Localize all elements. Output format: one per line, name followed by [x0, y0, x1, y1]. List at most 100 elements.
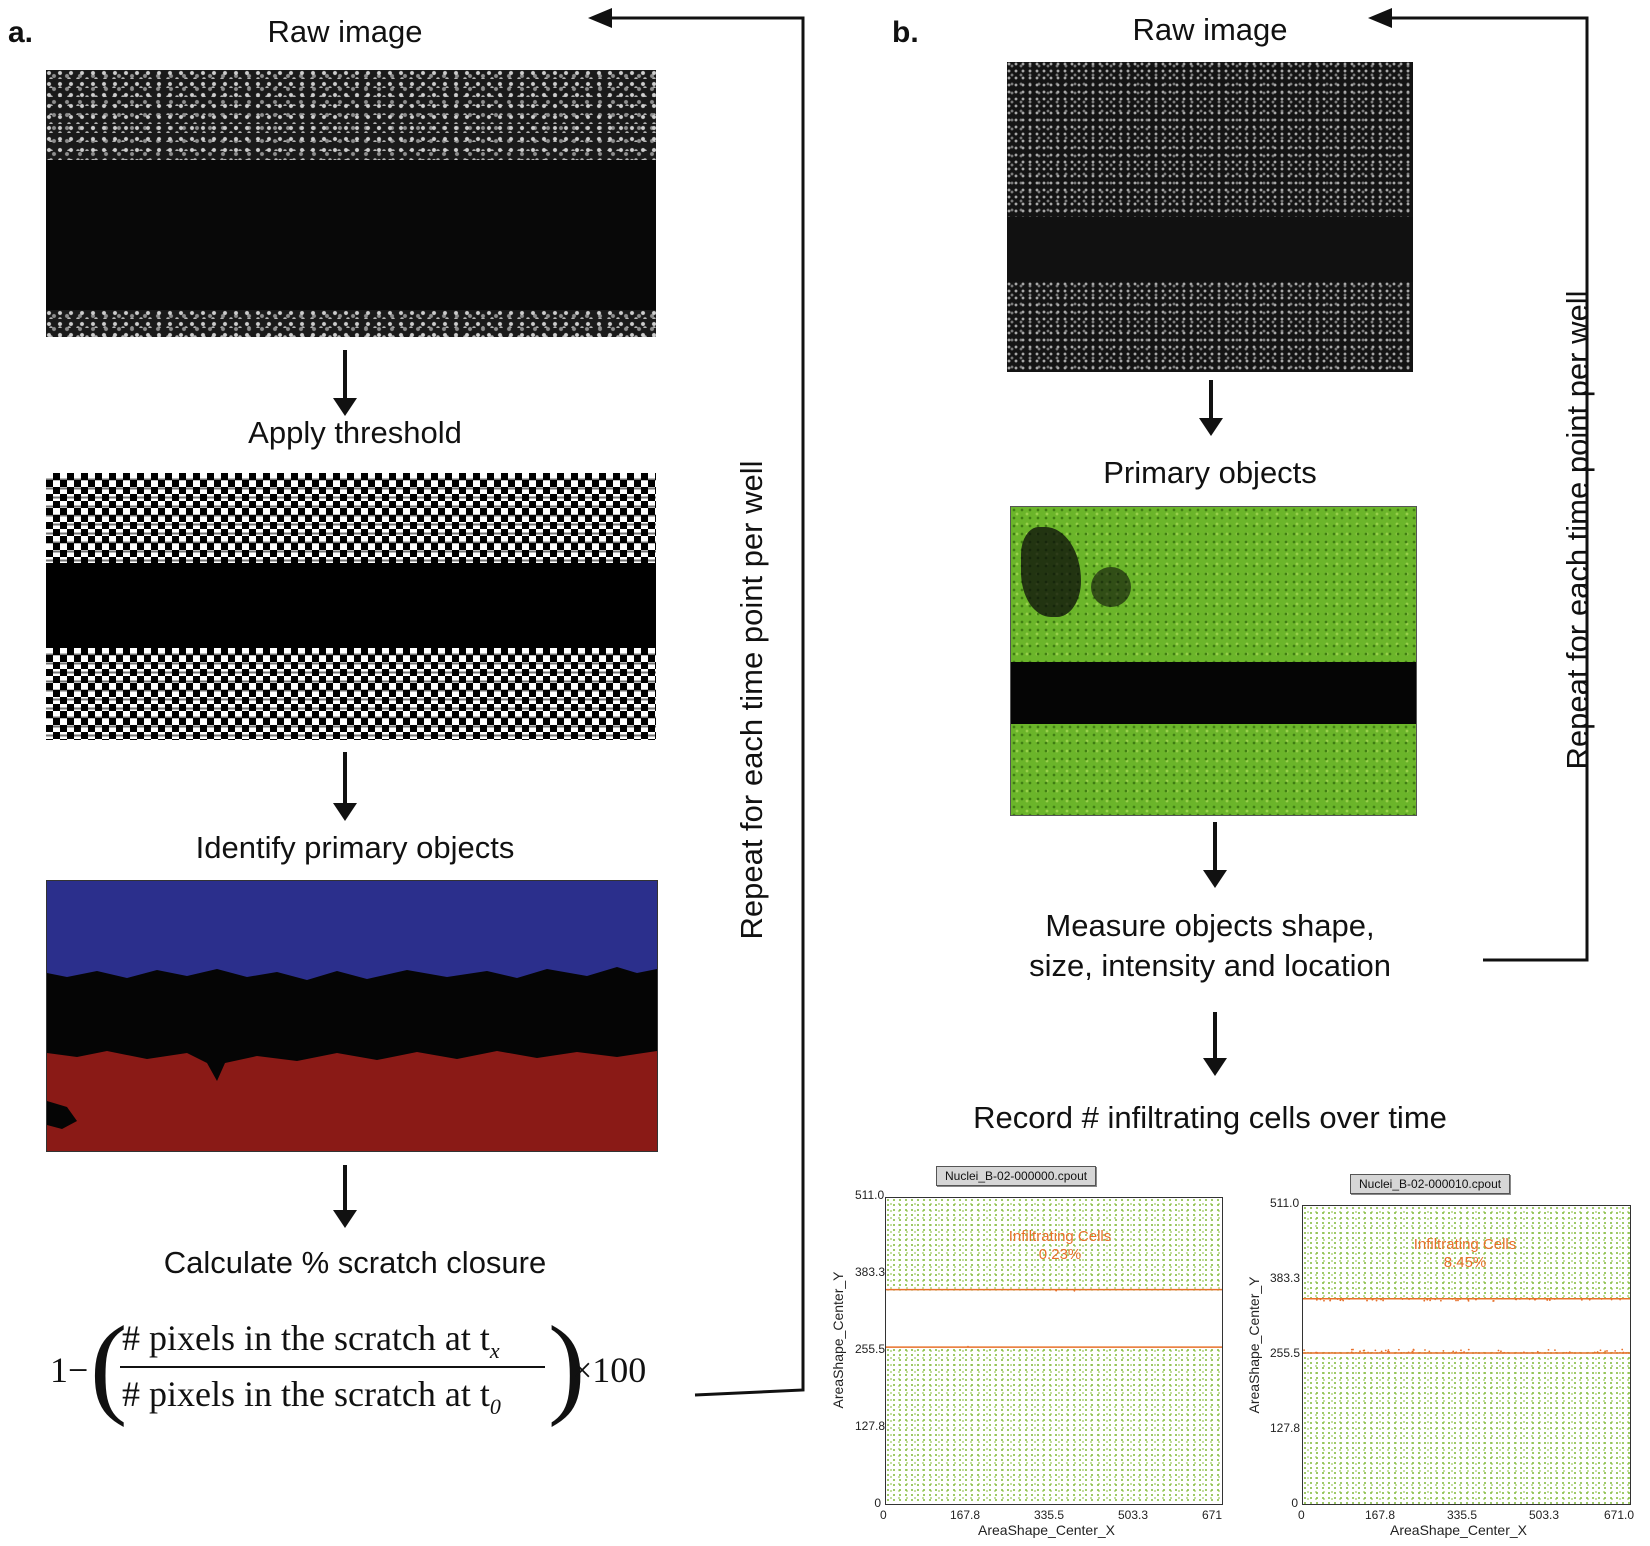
step-measure-line-2: size, intensity and location — [1029, 948, 1391, 983]
infiltrating-point — [1548, 1299, 1551, 1301]
infiltrating-point — [1375, 1299, 1378, 1302]
x-tick-335: 335.5 — [1034, 1508, 1065, 1522]
x-tick-0: 0 — [880, 1508, 887, 1522]
infiltrating-point — [1384, 1349, 1387, 1352]
step-apply-threshold: Apply threshold — [248, 415, 462, 450]
infiltrating-point — [1428, 1350, 1431, 1353]
infiltrating-point — [1382, 1299, 1385, 1302]
infiltrating-point — [1596, 1351, 1599, 1353]
y-tick-0: 0 — [874, 1496, 881, 1510]
step-measure-line-1: Measure objects shape, — [1045, 908, 1375, 943]
infiltrating-point — [1316, 1351, 1318, 1354]
infiltrating-point — [1315, 1298, 1318, 1301]
infiltrating-point — [1423, 1299, 1426, 1302]
infiltrating-point — [1387, 1349, 1390, 1351]
infiltrating-point — [1606, 1350, 1608, 1352]
infiltrating-point — [1534, 1298, 1537, 1300]
infiltrating-point — [1388, 1351, 1391, 1353]
x-tick-503: 503.3 — [1529, 1508, 1560, 1522]
infiltrating-point — [1621, 1348, 1624, 1351]
infiltrating-point — [1580, 1298, 1583, 1301]
infiltrating-point — [1625, 1352, 1628, 1354]
scratch-region — [886, 1290, 1222, 1347]
infiltrating-point — [1352, 1348, 1354, 1351]
primary-objects-image-a — [46, 880, 658, 1152]
infiltrating-point — [1442, 1350, 1445, 1352]
infiltrating-point — [1426, 1298, 1429, 1301]
infiltrating-point — [1407, 1351, 1410, 1354]
infiltrating-point — [1341, 1298, 1343, 1301]
formula-numerator: # pixels in the scratch at t — [122, 1318, 490, 1358]
infiltrating-point — [1599, 1349, 1602, 1352]
infiltrating-point — [1374, 1349, 1377, 1352]
y-axis-label: AreaShape_Center_Y — [830, 1271, 846, 1409]
infiltrating-point — [1453, 1297, 1456, 1300]
infiltrating-point — [1460, 1351, 1463, 1354]
infiltrating-point — [1553, 1298, 1556, 1300]
infiltrating-point — [1460, 1349, 1462, 1352]
infiltrating-point — [1500, 1350, 1502, 1353]
infiltrating-point — [1429, 1299, 1432, 1302]
infiltrating-point — [1457, 1299, 1459, 1302]
fraction-bar — [120, 1366, 545, 1368]
infiltrating-point — [1515, 1298, 1518, 1301]
infiltrating-point — [1523, 1351, 1525, 1354]
loop-label-a: Repeat for each time point per well — [734, 460, 769, 940]
x-tick-167: 167.8 — [950, 1508, 981, 1522]
infiltrating-point — [1348, 1298, 1351, 1300]
x-tick-671: 671 — [1202, 1508, 1223, 1522]
step-record-infiltrating: Record # infiltrating cells over time — [973, 1100, 1447, 1135]
infiltrating-point — [1366, 1299, 1368, 1302]
plot-marks — [1303, 1297, 1630, 1354]
infiltrating-point — [1319, 1298, 1322, 1301]
x-tick-335: 335.5 — [1447, 1508, 1478, 1522]
infiltrating-point — [967, 1345, 969, 1348]
infiltrating-point — [1452, 1350, 1455, 1353]
plot-title: Nuclei_B-02-000010.cpout — [1350, 1174, 1511, 1194]
right-paren: ) — [548, 1304, 586, 1428]
scratch-region — [1303, 1299, 1630, 1352]
y-tick-0: 0 — [1291, 1496, 1298, 1510]
infiltrating-point — [1622, 1351, 1625, 1354]
infiltrating-point — [1554, 1349, 1556, 1352]
y-tick-511: 511.0 — [855, 1188, 885, 1202]
infiltrating-point — [1497, 1349, 1500, 1352]
step-primary-objects-b: Primary objects — [1103, 455, 1317, 490]
plot-area — [885, 1197, 1223, 1505]
infiltrating-point — [1303, 1349, 1306, 1352]
infiltrating-point — [1411, 1351, 1414, 1353]
annotation-value: 8.45% — [1443, 1254, 1487, 1271]
infiltrating-point — [1503, 1351, 1506, 1354]
infiltrating-point — [1323, 1299, 1325, 1302]
scratch-closure-formula: 1− ( # pixels in the scratch at tx # pix… — [50, 1310, 660, 1425]
infiltrating-point — [1455, 1299, 1457, 1302]
infiltrating-point — [1518, 1298, 1521, 1300]
infiltrating-point — [1451, 1298, 1454, 1300]
panel-b-label: b. — [892, 16, 919, 49]
infiltrating-point — [1604, 1350, 1607, 1353]
x-tick-503: 503.3 — [1118, 1508, 1149, 1522]
step-calculate-scratch-closure: Calculate % scratch closure — [163, 1245, 547, 1280]
step-identify-primary-objects: Identify primary objects — [195, 830, 515, 865]
infiltrating-point — [1412, 1349, 1415, 1351]
y-tick-255: 255.5 — [855, 1342, 886, 1356]
infiltrating-point — [1400, 1351, 1403, 1354]
infiltrating-point — [1380, 1350, 1383, 1353]
step-raw-image-a: Raw image — [267, 14, 423, 49]
infiltrating-point — [1424, 1349, 1426, 1351]
plot-title: Nuclei_B-02-000000.cpout — [936, 1166, 1097, 1186]
infiltrating-point — [1459, 1298, 1461, 1301]
y-tick-383: 383.3 — [855, 1265, 886, 1279]
x-axis-label: AreaShape_Center_X — [1390, 1522, 1527, 1538]
infiltrating-point — [1467, 1299, 1470, 1302]
loop-label-b: Repeat for each time point per well — [1560, 290, 1595, 770]
infiltrating-point — [1492, 1299, 1495, 1302]
annotation-label: Infiltrating Cells — [1008, 1228, 1112, 1245]
annotation-value: 0.23% — [1038, 1246, 1082, 1263]
plot-area — [1302, 1205, 1631, 1505]
infiltrating-point — [1372, 1298, 1375, 1300]
infiltrating-point — [1367, 1351, 1369, 1354]
infiltrating-point — [1329, 1298, 1332, 1301]
infiltrating-point — [1055, 1289, 1058, 1292]
